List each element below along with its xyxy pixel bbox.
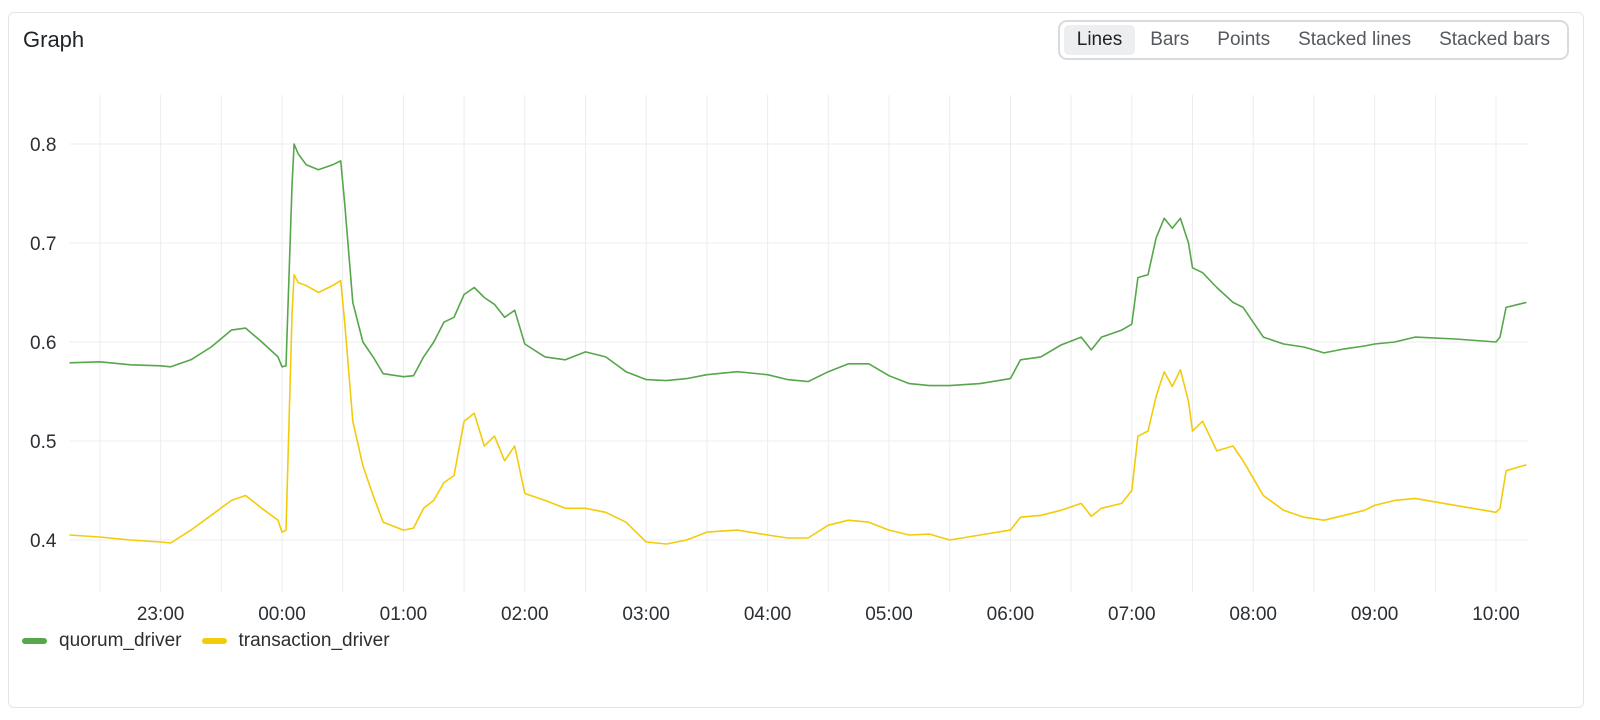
x-tick-label: 09:00 (1351, 604, 1399, 625)
x-tick-label: 06:00 (987, 604, 1035, 625)
mode-stacked-bars-button[interactable]: Stacked bars (1439, 29, 1550, 50)
y-tick-label: 0.5 (30, 432, 56, 453)
grid (70, 95, 1528, 592)
legend-label: transaction_driver (238, 630, 390, 651)
mode-points-button[interactable]: Points (1217, 29, 1271, 50)
x-tick-label: 02:00 (501, 604, 549, 625)
x-tick-label: 03:00 (622, 604, 670, 625)
x-tick-label: 23:00 (137, 604, 185, 625)
chart-legend: quorum_driver transaction_driver (22, 630, 390, 652)
x-tick-label: 10:00 (1472, 604, 1520, 625)
visualization-mode-toggle: Lines Bars Points Stacked lines Stacked … (1057, 20, 1569, 60)
legend-item-transaction-driver[interactable]: transaction_driver (201, 630, 390, 652)
y-tick-label: 0.4 (30, 531, 57, 552)
series-line-transaction-driver[interactable] (69, 273, 1527, 545)
mode-stacked-lines-button[interactable]: Stacked lines (1298, 29, 1412, 50)
x-tick-label: 05:00 (865, 604, 913, 625)
x-tick-label: 08:00 (1229, 604, 1277, 625)
legend-label: quorum_driver (59, 630, 182, 651)
x-tick-label: 04:00 (744, 604, 792, 625)
legend-swatch-icon (22, 638, 47, 644)
x-tick-label: 07:00 (1108, 604, 1156, 625)
graph-panel: Graph Lines Bars Points Stacked lines St… (8, 12, 1584, 708)
mode-lines-button[interactable]: Lines (1063, 25, 1136, 55)
y-tick-label: 0.8 (30, 135, 56, 156)
x-tick-label: 00:00 (258, 604, 306, 625)
legend-swatch-icon (201, 638, 227, 644)
series-line-quorum-driver[interactable] (69, 143, 1527, 387)
y-tick-label: 0.6 (30, 333, 56, 354)
mode-bars-button[interactable]: Bars (1150, 29, 1190, 50)
y-tick-label: 0.7 (30, 234, 56, 255)
panel-title: Graph (23, 27, 85, 52)
legend-item-quorum-driver[interactable]: quorum_driver (22, 630, 182, 652)
x-tick-label: 01:00 (380, 604, 428, 625)
